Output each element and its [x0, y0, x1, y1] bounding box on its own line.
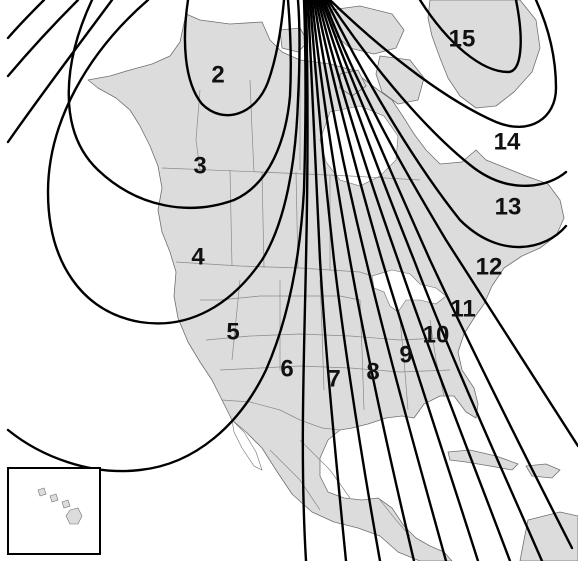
zone-label-10: 10 [423, 321, 450, 348]
contour-line-5 [67, 0, 293, 209]
hawaii-island-oahu [49, 493, 59, 503]
cuba [447, 449, 519, 471]
contour-line-10 [308, 0, 382, 561]
contour-line-18 [324, 0, 568, 249]
arctic-island-3 [279, 27, 309, 53]
zone-label-5: 5 [226, 318, 239, 345]
contour-line-2 [6, 0, 80, 78]
gulf-of-california [231, 419, 263, 471]
hawaii-island-big [65, 507, 83, 525]
contour-line-3 [6, 0, 114, 144]
zone-label-6: 6 [280, 355, 293, 382]
north-america-landmass [87, 13, 565, 561]
contour-line-20 [328, 0, 558, 128]
zone-label-9: 9 [399, 341, 412, 368]
inset-frame [7, 467, 101, 555]
south-america-edge [519, 511, 578, 561]
greenland [427, 0, 541, 109]
zone-labels: 2 3 4 5 6 7 8 9 10 11 12 13 14 15 [191, 25, 521, 392]
contour-line-14 [316, 0, 512, 561]
zone-label-3: 3 [193, 152, 206, 179]
zone-label-14: 14 [494, 128, 521, 155]
zone-label-12: 12 [476, 253, 503, 280]
zone-label-2: 2 [211, 61, 224, 88]
zone-label-13: 13 [495, 193, 522, 220]
zone-label-8: 8 [366, 358, 379, 385]
hawaii-inset [7, 467, 101, 555]
contour-line-4 [183, 0, 286, 117]
contour-line-1 [6, 0, 46, 40]
contour-line-13 [314, 0, 480, 561]
arctic-island-2 [375, 55, 425, 105]
contour-line-17 [322, 0, 578, 448]
contour-line-6 [46, 0, 301, 325]
zone-label-7: 7 [327, 365, 340, 392]
hawaii-island-maui [61, 499, 71, 509]
hawaii-island-kauai [37, 487, 47, 497]
contour-line-12 [312, 0, 448, 561]
contour-line-11 [310, 0, 416, 561]
contour-lines [6, 0, 578, 561]
contour-line-15 [318, 0, 544, 561]
contour-line-8 [301, 0, 309, 561]
zone-label-11: 11 [450, 295, 475, 322]
contour-line-21 [418, 0, 522, 74]
contour-line-9 [306, 0, 348, 561]
contour-line-19 [326, 0, 568, 188]
zone-label-15: 15 [449, 25, 476, 52]
contour-line-16 [320, 0, 574, 550]
zone-label-4: 4 [191, 243, 205, 270]
